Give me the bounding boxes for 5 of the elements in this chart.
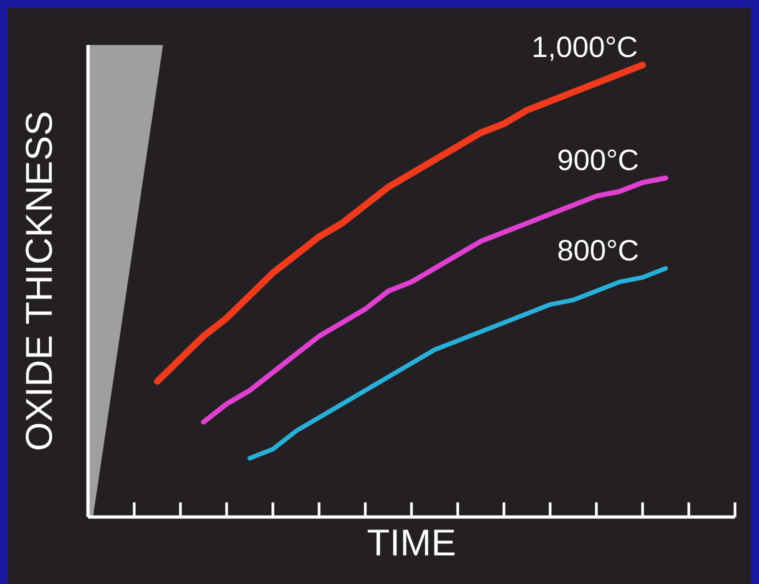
- series-label: 900°C: [558, 149, 638, 170]
- series-label: 800°C: [558, 240, 638, 261]
- y-axis-title: OXIDE THICKNESS: [26, 112, 52, 450]
- x-axis-title: TIME: [368, 530, 454, 556]
- series-label: 1,000°C: [534, 36, 637, 61]
